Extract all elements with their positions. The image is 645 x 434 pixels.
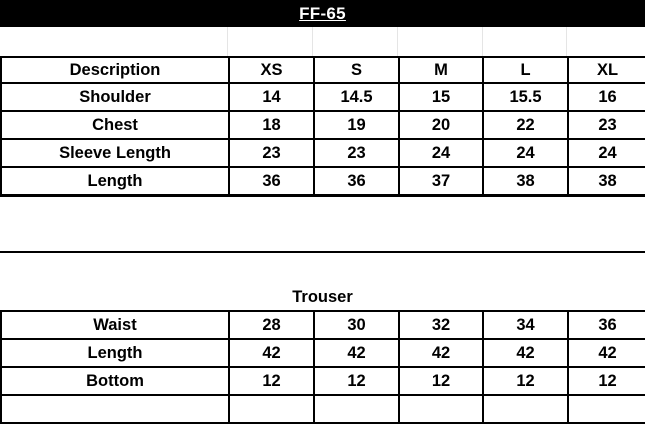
value-cell: 20 (398, 110, 484, 140)
value-cell: 34 (482, 310, 569, 340)
value-cell: 28 (228, 310, 315, 340)
value-cell: 22 (482, 110, 569, 140)
table-row-waist: Waist 28 30 32 34 36 (0, 310, 645, 340)
shirt-size-table: Description XS S M L XL Shoulder 14 14.5… (0, 56, 645, 197)
table-header-row: Description XS S M L XL (0, 56, 645, 84)
value-cell: 38 (567, 166, 645, 197)
header-cell-m: M (398, 56, 484, 84)
value-cell: 30 (313, 310, 400, 340)
value-cell: 16 (567, 82, 645, 112)
header-cell-xs: XS (228, 56, 315, 84)
row-label-cell: Length (0, 338, 230, 368)
value-cell: 15 (398, 82, 484, 112)
value-cell: 12 (398, 366, 484, 396)
value-cell: 37 (398, 166, 484, 197)
value-cell: 42 (228, 338, 315, 368)
value-cell: 12 (567, 366, 645, 396)
value-cell: 42 (482, 338, 569, 368)
value-cell: 32 (398, 310, 484, 340)
header-cell-xl: XL (567, 56, 645, 84)
value-cell: 36 (567, 310, 645, 340)
value-cell: 12 (228, 366, 315, 396)
title-bar: FF-65 (0, 0, 645, 27)
value-cell: 23 (313, 138, 400, 168)
value-cell (482, 394, 569, 424)
row-label-cell: Chest (0, 110, 230, 140)
value-cell: 36 (228, 166, 315, 197)
trouser-size-table: Waist 28 30 32 34 36 Length 42 42 42 42 … (0, 310, 645, 424)
table-row-shoulder: Shoulder 14 14.5 15 15.5 16 (0, 82, 645, 112)
table-row-sleeve-length: Sleeve Length 23 23 24 24 24 (0, 138, 645, 168)
row-label-cell (0, 394, 230, 424)
value-cell: 23 (567, 110, 645, 140)
row-label-cell: Shoulder (0, 82, 230, 112)
value-cell: 18 (228, 110, 315, 140)
row-label-cell: Sleeve Length (0, 138, 230, 168)
value-cell: 12 (313, 366, 400, 396)
gridline (566, 27, 567, 56)
value-cell: 38 (482, 166, 569, 197)
value-cell: 12 (482, 366, 569, 396)
value-cell (228, 394, 315, 424)
value-cell: 42 (567, 338, 645, 368)
value-cell (567, 394, 645, 424)
gridline (227, 27, 228, 56)
gridline (397, 27, 398, 56)
value-cell: 14 (228, 82, 315, 112)
value-cell: 24 (567, 138, 645, 168)
value-cell: 42 (313, 338, 400, 368)
value-cell (398, 394, 484, 424)
page-title: FF-65 (299, 3, 346, 23)
header-cell-l: L (482, 56, 569, 84)
value-cell: 19 (313, 110, 400, 140)
value-cell: 15.5 (482, 82, 569, 112)
blank-gap (0, 197, 645, 251)
value-cell: 24 (398, 138, 484, 168)
spacer-row (0, 27, 645, 56)
table-row-chest: Chest 18 19 20 22 23 (0, 110, 645, 140)
table-row-length: Length 36 36 37 38 38 (0, 166, 645, 197)
value-cell: 24 (482, 138, 569, 168)
header-cell-s: S (313, 56, 400, 84)
trouser-section-heading-row: Trouser (0, 253, 645, 310)
value-cell (313, 394, 400, 424)
value-cell: 14.5 (313, 82, 400, 112)
row-label-cell: Bottom (0, 366, 230, 396)
value-cell: 42 (398, 338, 484, 368)
gridline (312, 27, 313, 56)
gridline (482, 27, 483, 56)
table-row-trouser-length: Length 42 42 42 42 42 (0, 338, 645, 368)
row-label-cell: Waist (0, 310, 230, 340)
table-row-bottom: Bottom 12 12 12 12 12 (0, 366, 645, 396)
divider-line (0, 251, 645, 253)
value-cell: 23 (228, 138, 315, 168)
table-row-empty (0, 394, 645, 424)
row-label-cell: Length (0, 166, 230, 197)
header-cell-description: Description (0, 56, 230, 84)
value-cell: 36 (313, 166, 400, 197)
trouser-heading: Trouser (292, 288, 353, 306)
